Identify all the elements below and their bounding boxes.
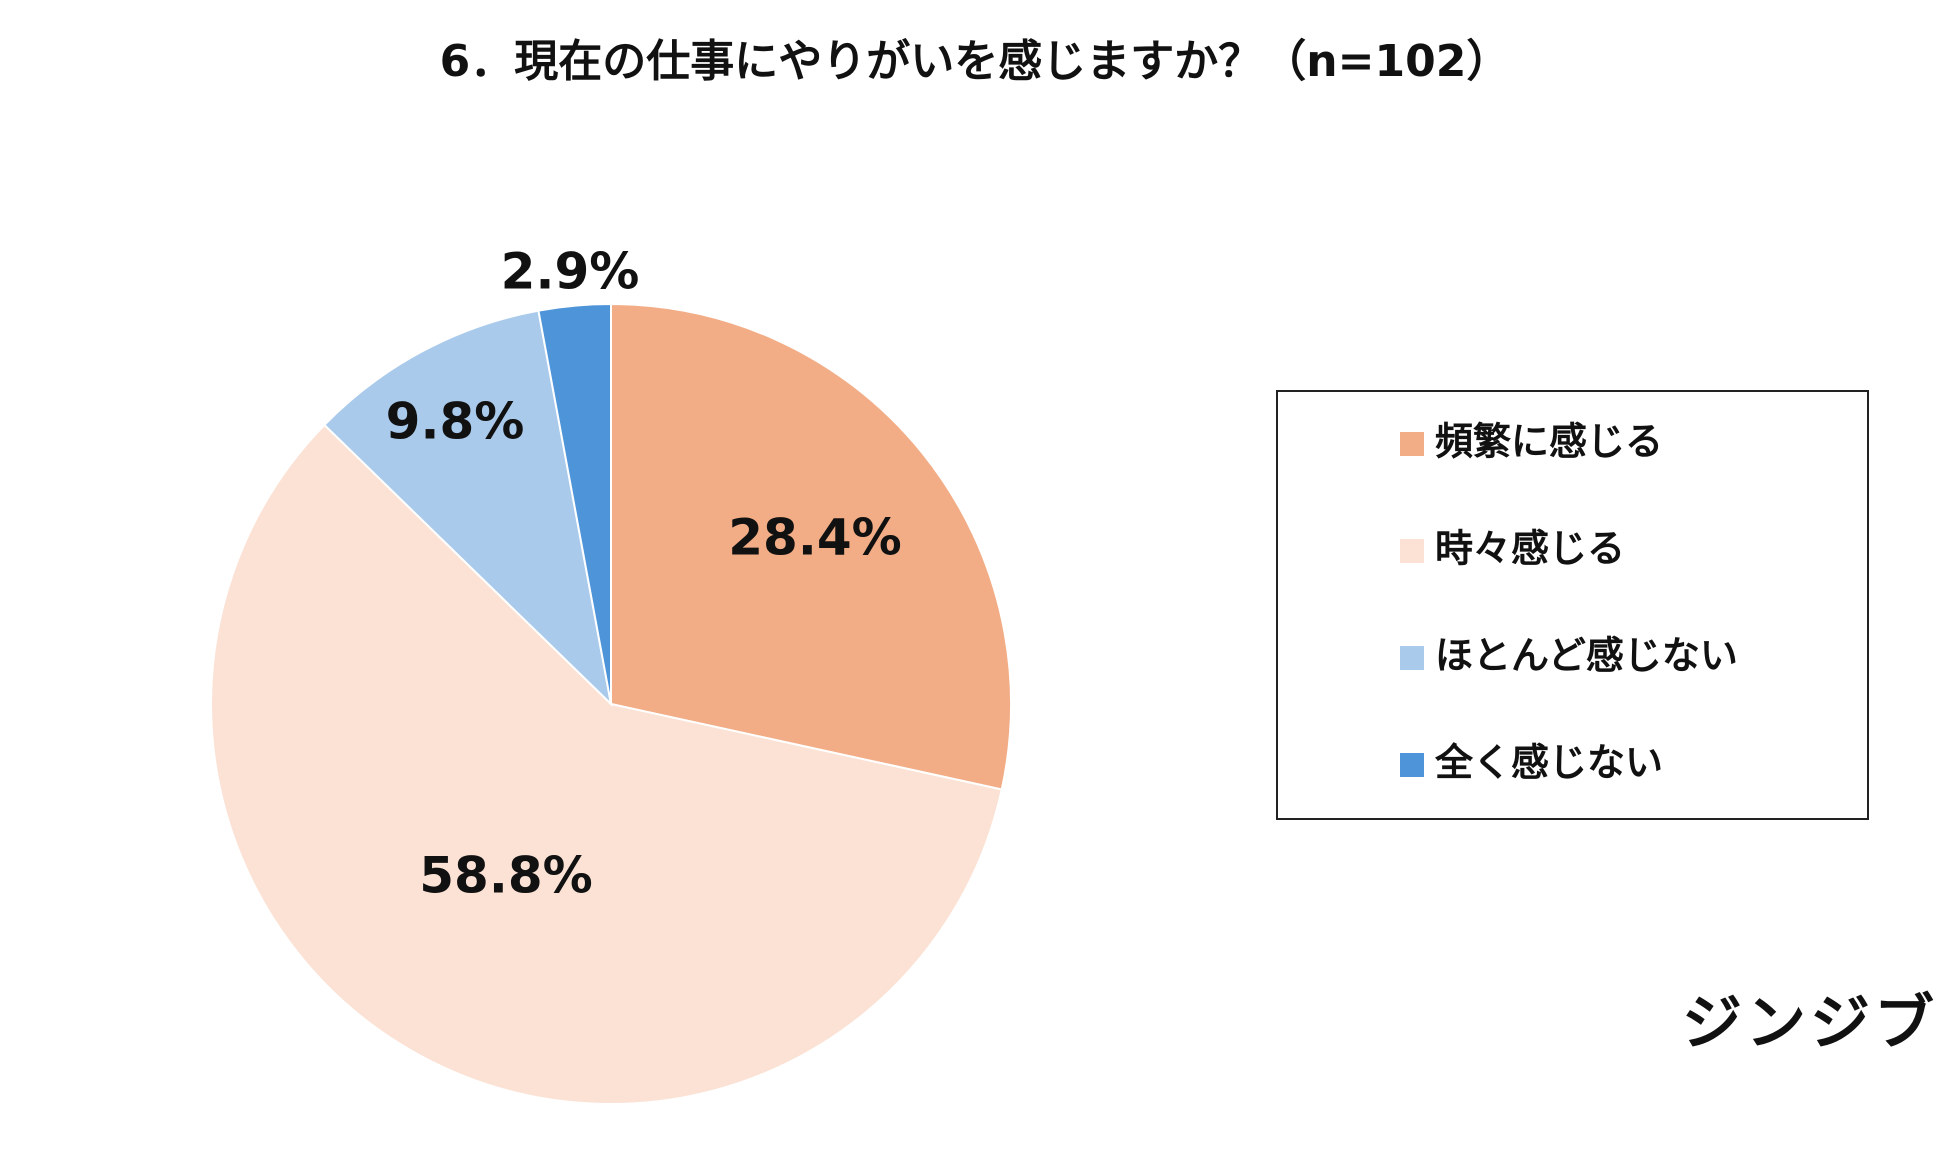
legend-swatch (1400, 753, 1424, 777)
pie-slice (610, 302, 1012, 791)
data-label: 58.8% (419, 847, 592, 905)
legend-label: ほとんど感じない (1435, 634, 1738, 678)
pie-slice (322, 309, 613, 707)
legend-label: 時々感じる (1435, 527, 1625, 571)
legend-box (1276, 390, 1869, 820)
legend-swatch (1400, 432, 1424, 456)
pie-slice (537, 302, 612, 705)
data-label: 2.9% (501, 243, 640, 301)
data-label: 28.4% (728, 509, 901, 567)
logo: ジンジブ (1682, 989, 1938, 1059)
legend-swatch (1400, 539, 1424, 563)
legend-swatch (1400, 646, 1424, 670)
data-label: 9.8% (386, 393, 525, 451)
legend-label: 頻繁に感じる (1435, 420, 1663, 464)
chart-title: 6．現在の仕事にやりがいを感じますか？（n=102） (440, 36, 1511, 87)
legend-label: 全く感じない (1434, 741, 1663, 785)
pie-slice (210, 423, 1003, 1105)
